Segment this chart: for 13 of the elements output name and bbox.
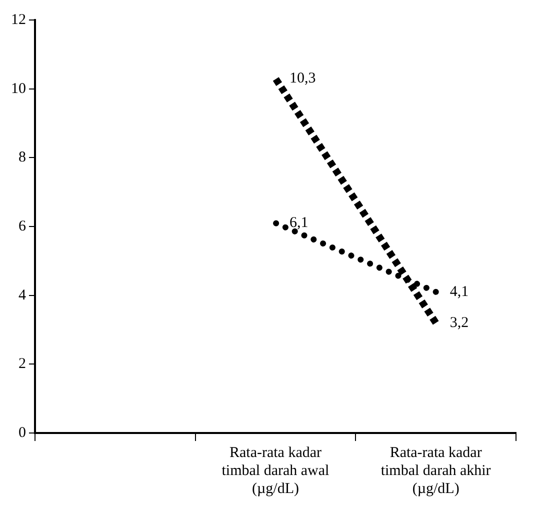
data-label: 4,1	[450, 284, 469, 300]
y-tick-label: 10	[11, 80, 26, 97]
y-tick-label: 8	[18, 150, 26, 166]
x-tick-label: Rata-rata kadar timbal darah awal (µg/dL)	[222, 444, 330, 497]
data-label: 6,1	[290, 214, 308, 231]
y-tick-label: 0	[18, 424, 26, 441]
y-tick-label: 6	[18, 218, 26, 234]
y-tick-label: 4	[18, 287, 26, 304]
y-tick-label: 2	[18, 356, 26, 372]
y-tick-label: 12	[11, 12, 26, 28]
data-label: 10,3	[290, 70, 316, 86]
data-label: 3,2	[450, 314, 469, 331]
x-tick-label: Rata-rata kadar timbal darah akhir (µg/dL)	[380, 444, 491, 497]
